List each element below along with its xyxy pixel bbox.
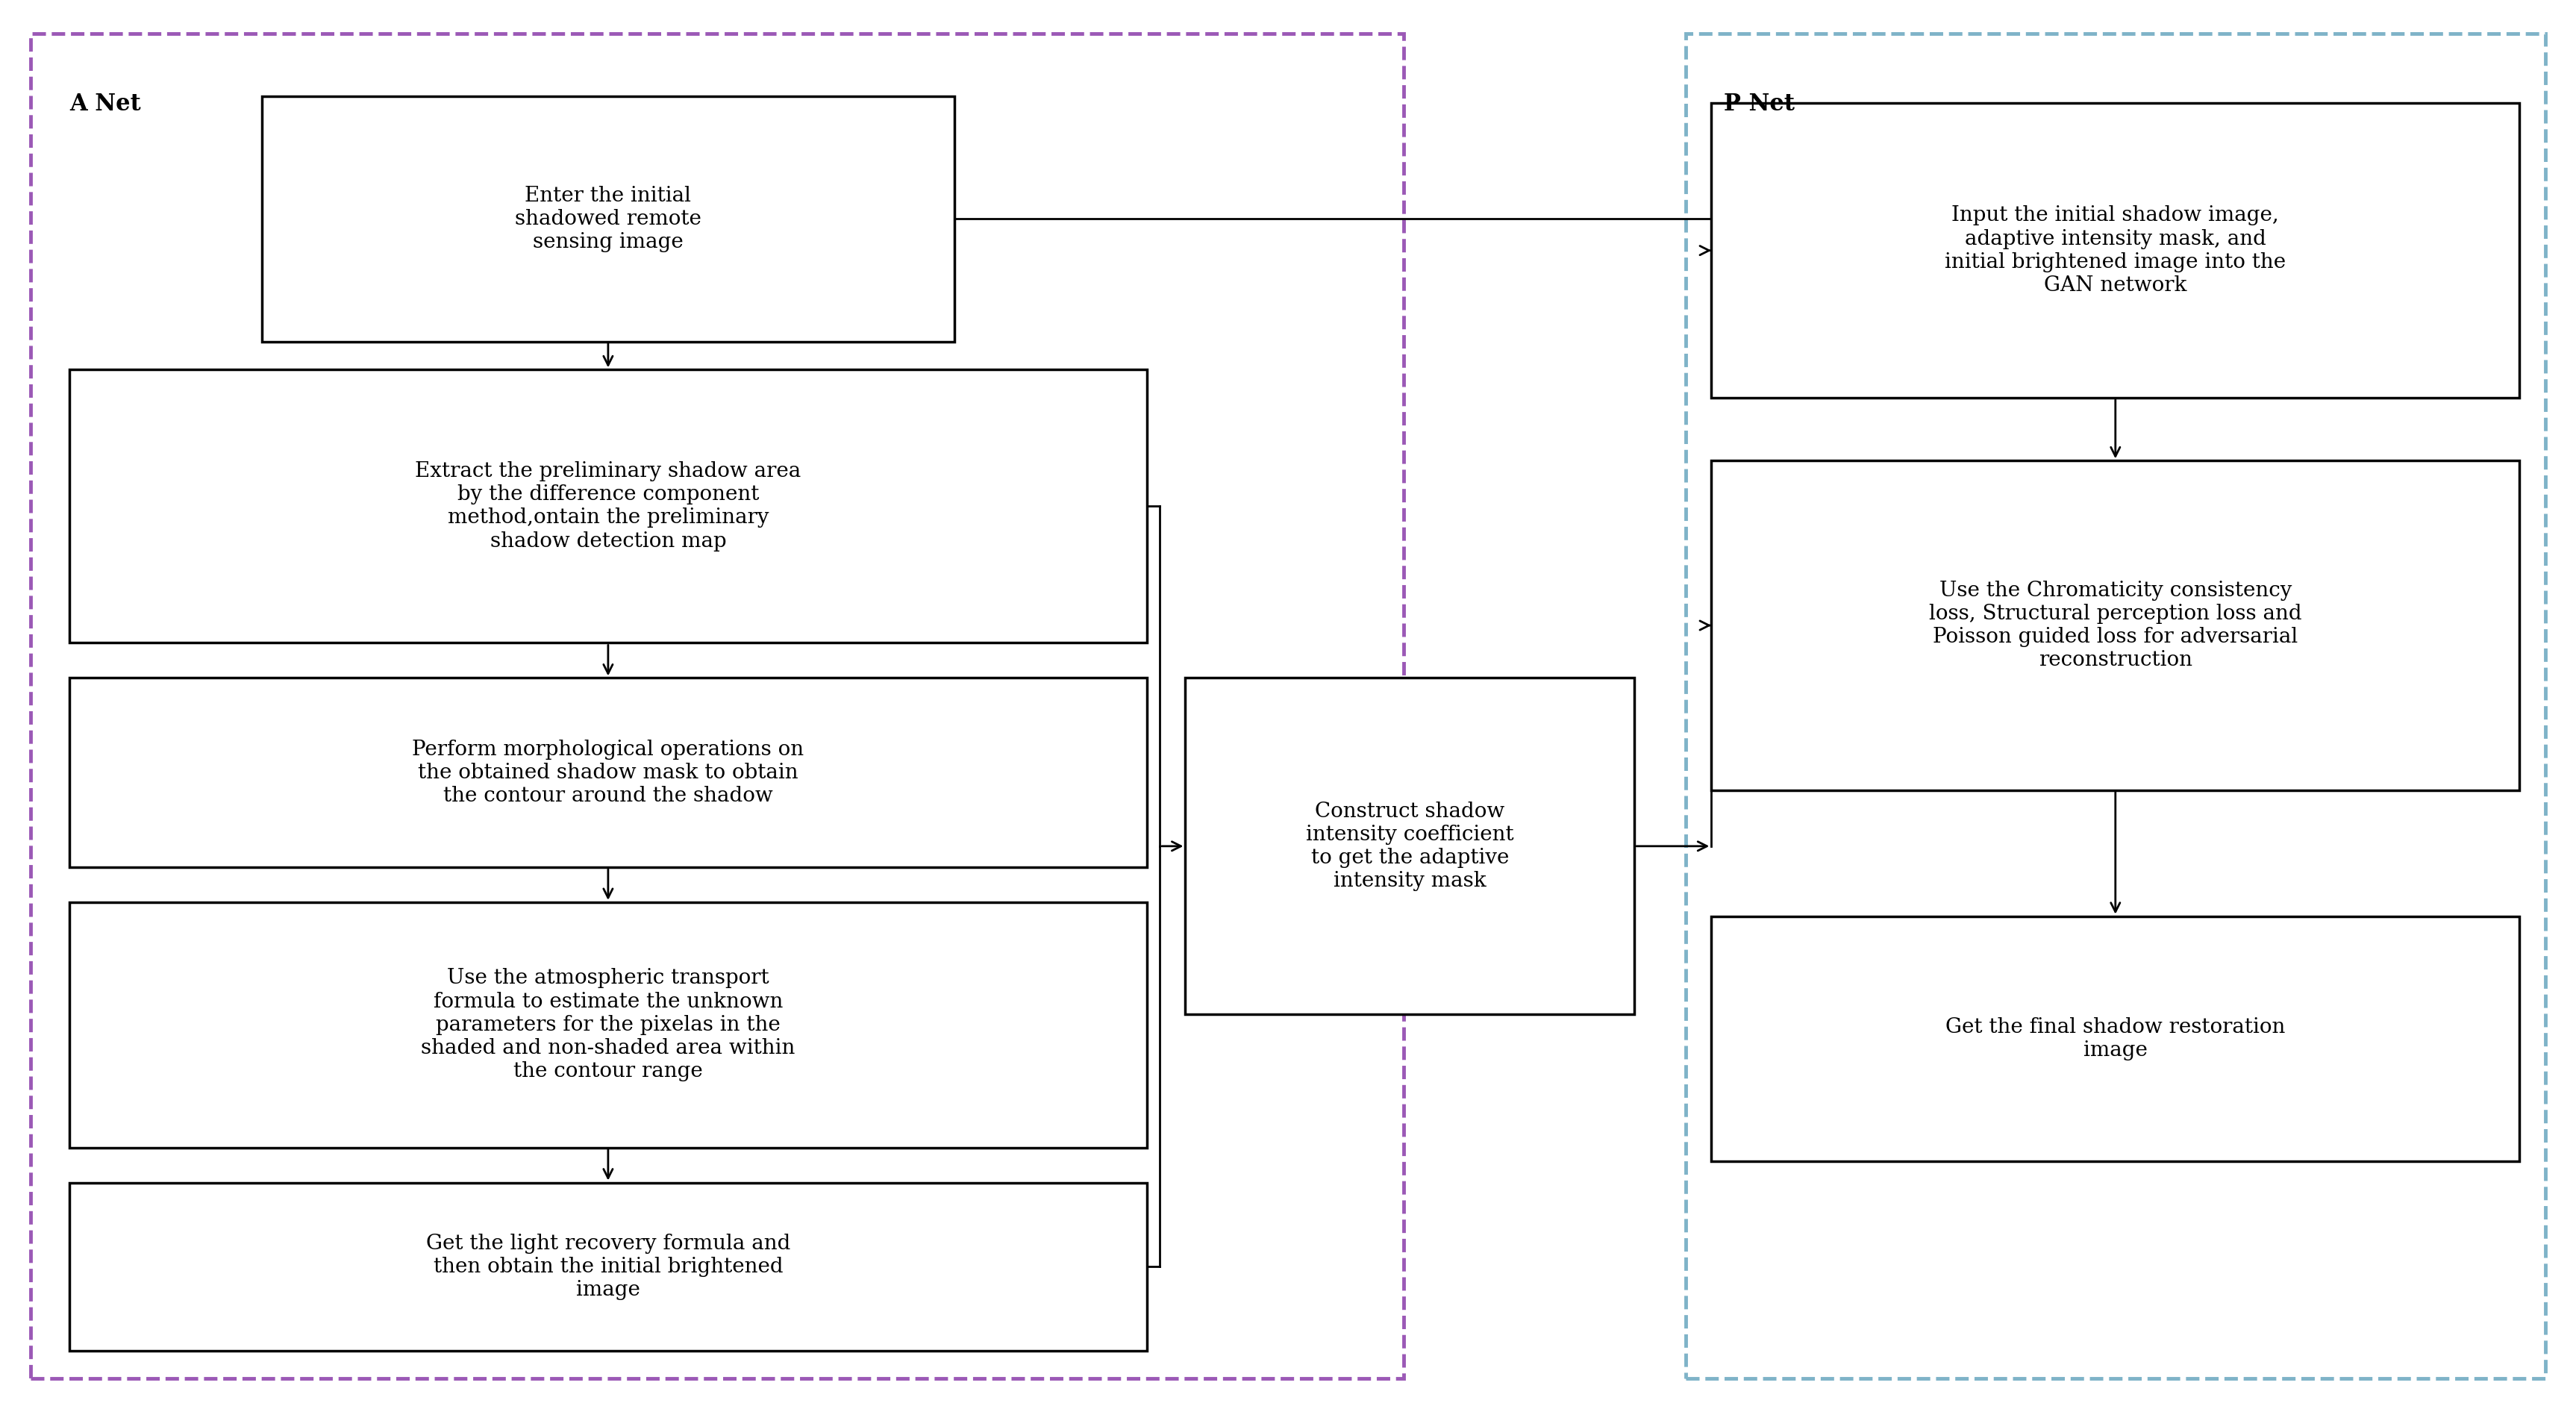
FancyBboxPatch shape xyxy=(70,370,1146,642)
Text: Extract the preliminary shadow area
by the difference component
method,ontain th: Extract the preliminary shadow area by t… xyxy=(415,462,801,551)
Text: Get the final shadow restoration
image: Get the final shadow restoration image xyxy=(1945,1017,2285,1060)
FancyBboxPatch shape xyxy=(70,902,1146,1148)
Text: Use the Chromaticity consistency
loss, Structural perception loss and
Poisson gu: Use the Chromaticity consistency loss, S… xyxy=(1929,580,2303,671)
Text: Input the initial shadow image,
adaptive intensity mask, and
initial brightened : Input the initial shadow image, adaptive… xyxy=(1945,206,2285,295)
FancyBboxPatch shape xyxy=(1710,916,2519,1162)
FancyBboxPatch shape xyxy=(1710,460,2519,791)
Text: Get the light recovery formula and
then obtain the initial brightened
image: Get the light recovery formula and then … xyxy=(425,1233,791,1300)
Text: Construct shadow
intensity coefficient
to get the adaptive
intensity mask: Construct shadow intensity coefficient t… xyxy=(1306,801,1515,891)
FancyBboxPatch shape xyxy=(70,1183,1146,1351)
Text: Enter the initial
shadowed remote
sensing image: Enter the initial shadowed remote sensin… xyxy=(515,185,701,253)
Text: Perform morphological operations on
the obtained shadow mask to obtain
the conto: Perform morphological operations on the … xyxy=(412,740,804,806)
FancyBboxPatch shape xyxy=(70,678,1146,867)
Text: P Net: P Net xyxy=(1723,92,1795,116)
Text: Use the atmospheric transport
formula to estimate the unknown
parameters for the: Use the atmospheric transport formula to… xyxy=(420,969,796,1082)
FancyBboxPatch shape xyxy=(1710,103,2519,398)
Text: A Net: A Net xyxy=(70,92,142,116)
FancyBboxPatch shape xyxy=(1185,678,1633,1014)
FancyBboxPatch shape xyxy=(263,96,956,342)
